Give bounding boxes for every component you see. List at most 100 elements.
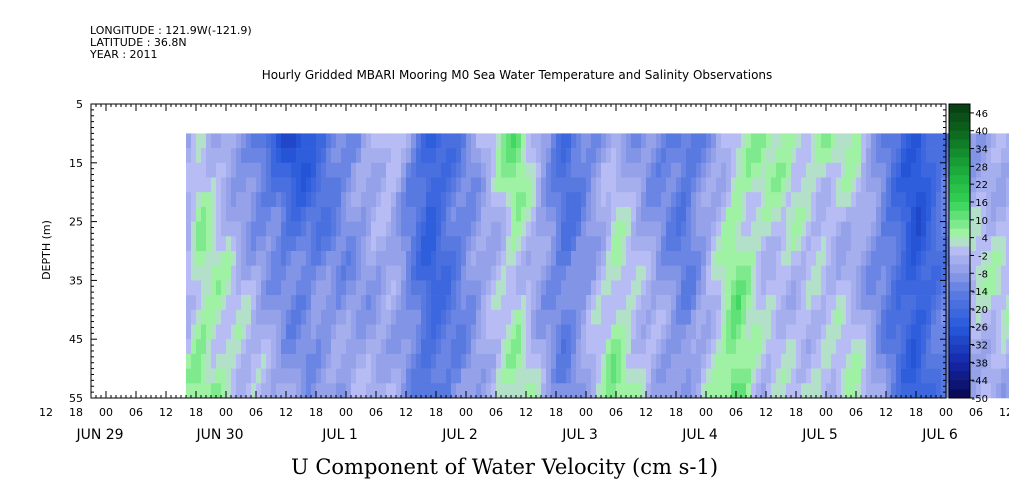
heatmap-cell (981, 221, 987, 237)
heatmap-cell (341, 265, 347, 281)
heatmap-cell (936, 133, 942, 149)
heatmap-cell (291, 177, 297, 193)
heatmap-cell (306, 280, 312, 296)
heatmap-cell (496, 177, 502, 193)
heatmap-cell (586, 280, 592, 296)
heatmap-cell (771, 265, 777, 281)
heatmap-cell (326, 280, 332, 296)
heatmap-cell (436, 162, 442, 178)
heatmap-cell (926, 324, 932, 340)
heatmap-cell (331, 148, 337, 164)
heatmap-cell (301, 383, 307, 399)
heatmap-cell (611, 295, 617, 311)
heatmap-cell (361, 221, 367, 237)
heatmap-cell (571, 251, 577, 266)
heatmap-cell (656, 295, 662, 311)
heatmap-cell (316, 324, 322, 340)
heatmap-cell (246, 177, 252, 193)
heatmap-cell (586, 324, 592, 340)
heatmap-cell (451, 309, 457, 325)
heatmap-cell (711, 368, 717, 384)
heatmap-cell (231, 206, 237, 222)
heatmap-cell (906, 251, 912, 266)
heatmap-cell (321, 162, 327, 178)
heatmap-cell (626, 339, 632, 355)
heatmap-cell (411, 368, 417, 384)
heatmap-cell (471, 192, 477, 208)
heatmap-cell (491, 295, 497, 311)
heatmap-cell (731, 206, 737, 222)
heatmap-cell (931, 148, 937, 164)
heatmap-cell (351, 221, 357, 237)
heatmap-cell (291, 162, 297, 178)
heatmap-cell (466, 192, 472, 208)
heatmap-cell (426, 339, 432, 355)
heatmap-cell (406, 339, 412, 355)
heatmap-cell (541, 339, 547, 355)
heatmap-cell (896, 236, 902, 252)
heatmap-cell (631, 280, 637, 296)
heatmap-cell (906, 265, 912, 281)
heatmap-cell (271, 236, 277, 252)
heatmap-cell (246, 251, 252, 266)
heatmap-cell (976, 192, 982, 208)
heatmap-cell (641, 265, 647, 281)
heatmap-cell (206, 221, 212, 237)
heatmap-cell (271, 383, 277, 399)
heatmap-cell (686, 383, 692, 399)
heatmap-cell (326, 192, 332, 208)
heatmap-cell (396, 324, 402, 340)
heatmap-cell (201, 295, 207, 311)
heatmap-cell (486, 324, 492, 340)
heatmap-cell (211, 368, 217, 384)
heatmap-cell (316, 353, 322, 369)
heatmap-cell (266, 368, 272, 384)
heatmap-cell (836, 295, 842, 311)
heatmap-cell (431, 309, 437, 325)
heatmap-cell (741, 236, 747, 252)
x-date-label: JUL 4 (681, 427, 718, 443)
heatmap-cell (566, 221, 572, 237)
heatmap-cell (746, 265, 752, 281)
heatmap-cell (856, 236, 862, 252)
heatmap-cell (556, 236, 562, 252)
heatmap-cell (456, 206, 462, 222)
heatmap-cell (986, 162, 992, 178)
heatmap-cell (221, 236, 227, 252)
heatmap-cell (611, 236, 617, 252)
heatmap-cell (616, 295, 622, 311)
heatmap-cell (536, 309, 542, 325)
heatmap-cell (1001, 206, 1007, 222)
heatmap-cell (811, 353, 817, 369)
heatmap-cell (236, 339, 242, 355)
heatmap-cell (306, 251, 312, 266)
heatmap-cell (751, 206, 757, 222)
heatmap-cell (536, 206, 542, 222)
heatmap-cell (416, 324, 422, 340)
heatmap-cell (741, 148, 747, 164)
heatmap-cell (411, 192, 417, 208)
heatmap-cell (236, 251, 242, 266)
heatmap-cell (926, 162, 932, 178)
heatmap-cell (901, 236, 907, 252)
heatmap-cell (286, 324, 292, 340)
heatmap-cell (801, 353, 807, 369)
heatmap-cell (986, 177, 992, 193)
heatmap-cell (716, 162, 722, 178)
heatmap-cell (296, 309, 302, 325)
heatmap-cell (206, 206, 212, 222)
heatmap-cell (446, 353, 452, 369)
heatmap-cell (326, 309, 332, 325)
heatmap-cell (231, 133, 237, 149)
heatmap-cell (661, 339, 667, 355)
heatmap-cell (971, 368, 977, 384)
heatmap-cell (686, 148, 692, 164)
heatmap-cell (761, 162, 767, 178)
heatmap-cell (931, 133, 937, 149)
heatmap-cell (916, 221, 922, 237)
heatmap-cell (436, 251, 442, 266)
heatmap-cell (871, 148, 877, 164)
heatmap-cell (446, 280, 452, 296)
heatmap-cell (936, 309, 942, 325)
heatmap-cell (716, 206, 722, 222)
